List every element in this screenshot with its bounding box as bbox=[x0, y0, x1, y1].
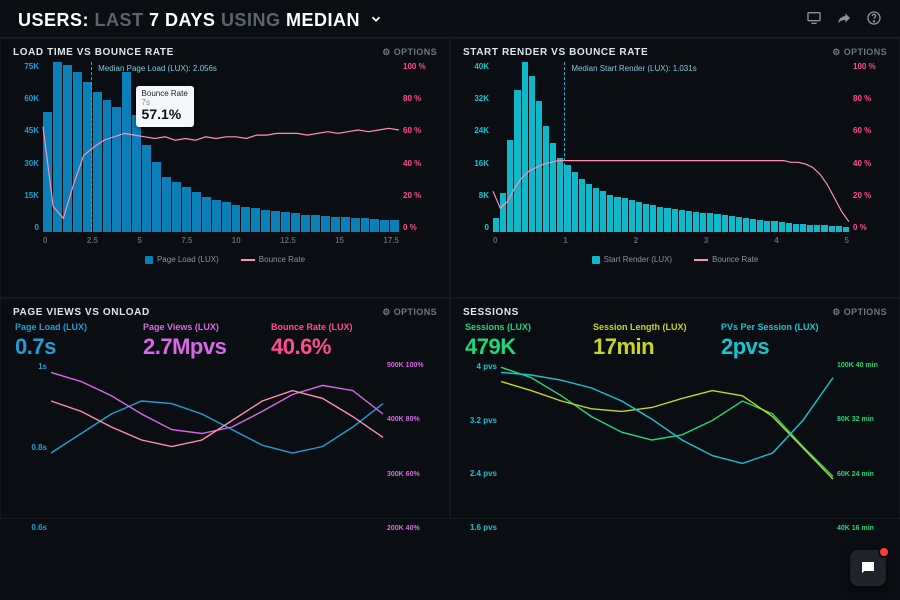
chevron-down-icon[interactable] bbox=[369, 10, 383, 31]
panel-pageviews-onload: PAGE VIEWS VS ONLOAD ⚙OPTIONS Page Load … bbox=[0, 298, 450, 519]
chat-button[interactable] bbox=[850, 550, 886, 586]
panel4-y-right: 100K 40 min80K 32 min60K 24 min40K 16 mi… bbox=[837, 362, 887, 532]
panel3-title: PAGE VIEWS VS ONLOAD bbox=[13, 307, 150, 318]
panel2-x-axis: 012345 bbox=[493, 236, 849, 245]
gear-icon: ⚙ bbox=[382, 47, 390, 58]
page-title[interactable]: USERS: LAST 7 DAYS USING MEDIAN bbox=[18, 10, 383, 31]
panel-loadtime-bounce: LOAD TIME VS BOUNCE RATE ⚙OPTIONS 75K60K… bbox=[0, 38, 450, 298]
gear-icon: ⚙ bbox=[832, 47, 840, 58]
panel4-title: SESSIONS bbox=[463, 307, 519, 318]
panel4-chart: 4 pvs3.2 pvs2.4 pvs1.6 pvs 100K 40 min80… bbox=[463, 362, 887, 512]
panel2-y-left: 40K32K24K16K8K0 bbox=[463, 62, 489, 232]
display-icon[interactable] bbox=[806, 10, 822, 31]
panel2-chart: 40K32K24K16K8K0 100 %80 %60 %40 %20 %0 %… bbox=[463, 62, 887, 262]
panel4-y-left: 4 pvs3.2 pvs2.4 pvs1.6 pvs bbox=[463, 362, 497, 532]
panel1-y-left: 75K60K45K30K15K0 bbox=[13, 62, 39, 232]
panel1-legend: Page Load (LUX) Bounce Rate bbox=[13, 255, 437, 264]
panel3-options-button[interactable]: ⚙OPTIONS bbox=[382, 307, 437, 318]
panel2-legend: Start Render (LUX) Bounce Rate bbox=[463, 255, 887, 264]
panel3-y-left: 1s0.8s0.6s bbox=[13, 362, 47, 532]
panel-sessions: SESSIONS ⚙OPTIONS Sessions (LUX)479KSess… bbox=[450, 298, 900, 519]
title-bold2: MEDIAN bbox=[286, 10, 360, 30]
panel4-options-button[interactable]: ⚙OPTIONS bbox=[832, 307, 887, 318]
panel3-stats: Page Load (LUX)0.7sPage Views (LUX)2.7Mp… bbox=[15, 322, 437, 360]
panel1-chart: 75K60K45K30K15K0 100 %80 %60 %40 %20 %0 … bbox=[13, 62, 437, 262]
panel2-plot: Median Start Render (LUX): 1.031s bbox=[493, 62, 849, 232]
panel2-line bbox=[493, 62, 849, 232]
panel4-lines bbox=[501, 362, 833, 492]
panel2-title: START RENDER VS BOUNCE RATE bbox=[463, 47, 648, 58]
panel2-y-right: 100 %80 %60 %40 %20 %0 % bbox=[853, 62, 887, 232]
panel3-lines bbox=[51, 362, 383, 492]
help-icon[interactable] bbox=[866, 10, 882, 31]
title-bold1: 7 DAYS bbox=[149, 10, 215, 30]
panel1-options-button[interactable]: ⚙OPTIONS bbox=[382, 47, 437, 58]
panel4-stats: Sessions (LUX)479KSession Length (LUX)17… bbox=[465, 322, 887, 360]
panel-startrender-bounce: START RENDER VS BOUNCE RATE ⚙OPTIONS 40K… bbox=[450, 38, 900, 298]
gear-icon: ⚙ bbox=[832, 307, 840, 318]
panel1-title: LOAD TIME VS BOUNCE RATE bbox=[13, 47, 174, 58]
panel1-x-axis: 02.557.51012.51517.5 bbox=[43, 236, 399, 245]
gear-icon: ⚙ bbox=[382, 307, 390, 318]
header-actions bbox=[806, 10, 882, 31]
share-icon[interactable] bbox=[836, 10, 852, 31]
panel3-chart: 1s0.8s0.6s 500K 100%400K 80%300K 60%200K… bbox=[13, 362, 437, 512]
panel1-line bbox=[43, 62, 399, 232]
panel1-plot: Median Page Load (LUX): 2.056s Bounce Ra… bbox=[43, 62, 399, 232]
notification-dot bbox=[878, 546, 890, 558]
panel3-y-right: 500K 100%400K 80%300K 60%200K 40% bbox=[387, 362, 437, 532]
title-dim2: USING bbox=[221, 10, 281, 30]
panel2-options-button[interactable]: ⚙OPTIONS bbox=[832, 47, 887, 58]
title-dim1: LAST bbox=[95, 10, 144, 30]
title-prefix: USERS: bbox=[18, 10, 89, 30]
panel1-y-right: 100 %80 %60 %40 %20 %0 % bbox=[403, 62, 437, 232]
page-header: USERS: LAST 7 DAYS USING MEDIAN bbox=[0, 0, 900, 38]
